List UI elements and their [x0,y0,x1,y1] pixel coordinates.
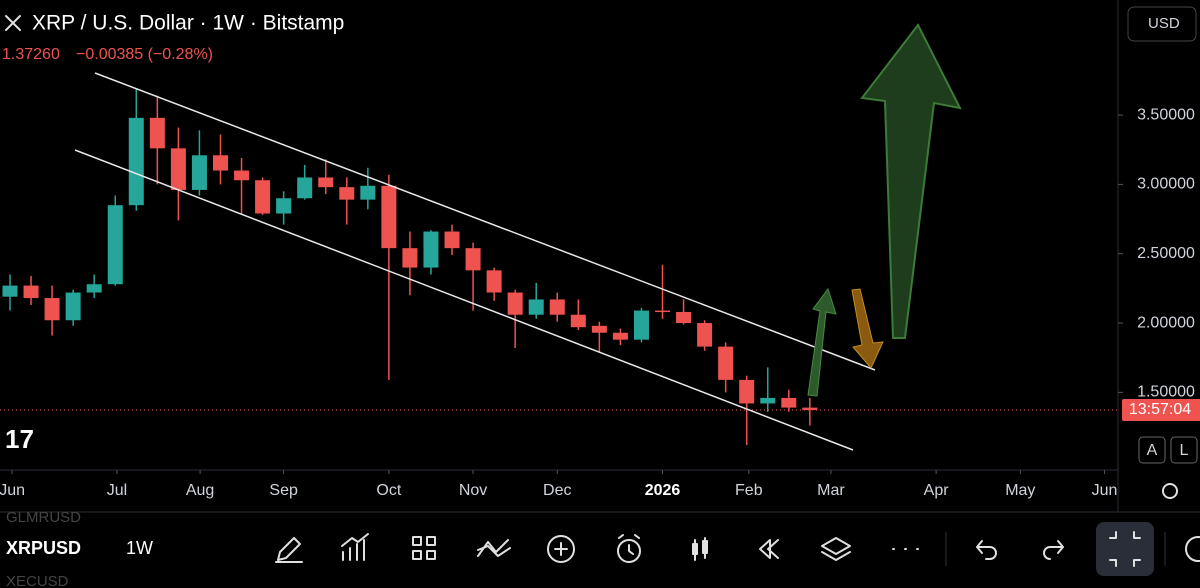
next-symbol: XECUSD [6,573,69,588]
x-tick-label: Dec [543,482,571,499]
x-tick-label: 2026 [645,482,681,499]
candle-body [676,311,692,324]
y-tick-label: 2.00000 [1137,314,1195,331]
candle-body [339,187,355,200]
candle-body [612,332,628,340]
currency-button[interactable] [1127,6,1197,42]
fullscreen-icon [1109,531,1141,567]
arrow-up-large [860,23,962,339]
x-tick-label: Oct [376,482,401,499]
countdown: 13:57:04 [1129,401,1191,418]
candle-body [423,231,439,268]
undo-icon[interactable] [976,540,997,560]
candle-body [360,185,376,200]
objects-icon[interactable] [821,537,851,561]
x-tick-label: Nov [459,482,487,499]
logo: 17 [5,424,34,454]
candle-body [65,292,81,321]
candle-body [86,284,102,293]
redo-icon[interactable] [1043,540,1064,560]
candle-body [381,185,397,249]
y-tick-label: 3.00000 [1137,176,1195,193]
x-tick-label: Sep [269,482,298,499]
candle-body [234,170,250,181]
candle-body [276,198,292,214]
alert-icon[interactable] [617,539,641,563]
candle-body [486,270,502,293]
settings-icon[interactable] [1162,483,1178,499]
candle-body [402,248,418,268]
currency-label: USD [1148,15,1180,32]
symbol-title: XRP / U.S. Dollar · 1W · Bitstamp [32,12,344,35]
replay-icon[interactable] [759,539,779,559]
candle-body [212,155,228,171]
search-icon[interactable] [1185,536,1200,562]
alert-icon-hands [618,534,640,555]
arrow-down [851,288,884,369]
candle-body [718,346,734,380]
channel-lower [74,149,854,451]
candle-body [44,298,60,321]
candle-body [297,177,313,199]
y-tick-label: 2.50000 [1137,245,1195,262]
layouts-icon[interactable] [412,536,436,560]
draw-icon[interactable] [275,537,303,563]
candle-body [2,285,18,297]
candle-body [802,407,818,411]
log-scale-label: L [1180,442,1189,459]
x-tick-label: Aug [186,482,214,499]
x-tick-label: Mar [817,482,845,499]
y-tick-label: 3.50000 [1137,106,1195,123]
prev-symbol: GLMRUSD [6,509,81,526]
auto-scale-button[interactable] [1138,436,1166,464]
close-icon[interactable] [5,15,21,31]
candle-body [781,397,797,408]
candle-body [444,231,460,249]
candle-body [128,117,144,206]
candle-body [23,285,39,299]
fullscreen-button[interactable] [1096,522,1154,576]
candle-body [255,180,271,214]
x-tick-label: Jun [1092,482,1118,499]
compare-icon[interactable] [477,539,511,557]
candle-body [760,397,776,404]
candle-body [107,205,123,285]
interval-button[interactable]: 1W [126,538,153,558]
x-tick-label: Jul [107,482,127,499]
x-tick-label: May [1005,482,1035,499]
plot: 1.50000 2.00000 2.50000 3.00000 3.50000 Jun Ju… [0,88,1200,499]
candle-body [149,117,165,149]
log-scale-button[interactable] [1170,436,1198,464]
candle-body [465,248,481,271]
candle-body [507,292,523,315]
add-icon[interactable] [547,535,575,563]
add-icon-plus [554,542,568,556]
candle-body [570,314,586,328]
y-tick-label: 1.50000 [1137,384,1195,401]
candle-body [528,299,544,315]
symbol-button[interactable]: XRPUSD [6,538,81,558]
candle-body [170,148,186,190]
x-tick-label: Feb [735,482,763,499]
indicators-icon[interactable] [341,533,369,561]
candle-body [191,155,207,190]
x-tick-label: Apr [924,482,950,499]
channel-upper [94,72,876,371]
candle-body [549,299,565,315]
candle-body [318,177,334,188]
auto-scale-label: A [1147,442,1158,459]
countdown-badge [1122,399,1200,422]
arrow-up-small [807,287,837,397]
x-tick-label: Jun [0,482,25,499]
candle-body [697,323,713,347]
candle-body [633,310,649,340]
price-change: −0.00385 (−0.28%) [76,46,213,63]
last-price: 1.37260 [2,46,60,63]
candle-body [739,379,755,404]
candle-body [655,310,671,313]
chart-type-icon[interactable] [692,537,708,561]
candle-body [591,325,607,333]
